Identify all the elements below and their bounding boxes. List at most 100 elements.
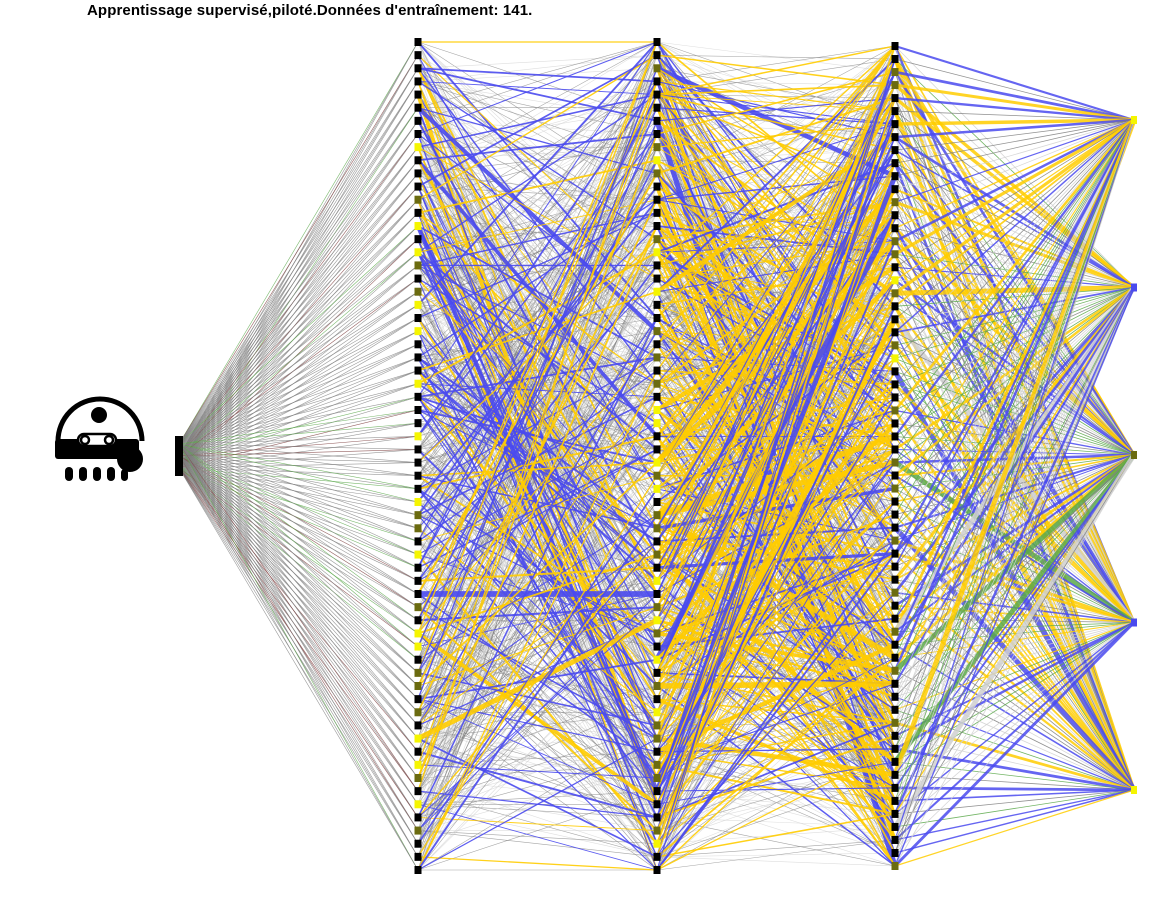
hidden-neuron <box>891 835 899 844</box>
connection-edge <box>894 454 1135 789</box>
connection-edge <box>656 45 896 96</box>
connection-edge <box>894 175 1135 288</box>
hidden-neuron <box>653 458 661 467</box>
connection-edge <box>894 119 1135 841</box>
connection-edge <box>178 455 419 660</box>
connection-edge <box>656 71 896 476</box>
connection-edge <box>178 443 419 450</box>
hidden-neuron <box>891 380 899 389</box>
connection-edge <box>178 225 419 445</box>
hidden-neuron <box>891 237 899 246</box>
connection-edge <box>417 475 658 858</box>
hidden-neuron <box>414 261 422 270</box>
hidden-neuron <box>414 64 422 73</box>
connection-edge <box>178 455 419 766</box>
connection-edge <box>894 287 1135 346</box>
connection-edge <box>894 371 1135 623</box>
connection-edge <box>656 449 896 858</box>
connection-edge <box>178 455 419 739</box>
connection-edge <box>178 455 419 516</box>
connection-edge <box>894 119 1135 216</box>
hidden-neuron <box>414 274 422 283</box>
connection-edge <box>656 839 896 858</box>
hidden-neuron <box>891 666 899 675</box>
connection-edge <box>417 554 658 726</box>
connection-edge <box>178 146 419 457</box>
hidden-neuron <box>891 107 899 116</box>
connection-edge <box>894 188 1135 289</box>
connection-edge <box>894 200 1135 289</box>
connection-edge <box>656 97 896 122</box>
hidden-neuron <box>653 445 661 454</box>
hidden-neuron <box>891 497 899 506</box>
hidden-neuron <box>891 250 899 259</box>
hidden-neuron <box>891 146 899 155</box>
output-neuron <box>1131 116 1137 124</box>
connection-edge <box>178 41 419 445</box>
connection-edge <box>894 631 1135 791</box>
connection-edge <box>178 317 419 457</box>
connection-edge <box>178 455 419 503</box>
hidden-neuron <box>891 42 899 50</box>
connection-edge <box>417 120 658 674</box>
connection-edge <box>417 317 658 818</box>
hidden-neuron <box>891 601 899 610</box>
hidden-neuron <box>891 770 899 779</box>
hidden-neuron <box>891 627 899 636</box>
hidden-neuron <box>414 511 422 520</box>
hidden-neuron <box>891 822 899 831</box>
connection-edge <box>656 356 896 372</box>
connection-edge <box>894 119 1135 606</box>
hidden-neuron <box>414 235 422 244</box>
connection-edge <box>417 737 658 858</box>
hidden-neuron <box>414 550 422 559</box>
connection-edge <box>178 278 419 445</box>
connection-edge <box>894 709 1135 791</box>
connection-edge <box>178 455 419 687</box>
hidden-neuron <box>891 328 899 337</box>
connection-edge <box>656 110 896 858</box>
connection-edge <box>178 443 419 752</box>
hidden-neuron <box>653 300 661 309</box>
hidden-neuron <box>891 263 899 272</box>
connection-edge <box>894 118 1135 126</box>
hidden-neuron <box>891 172 899 181</box>
connection-edge <box>656 735 896 871</box>
connection-edge <box>417 278 658 529</box>
connection-edge <box>178 443 419 503</box>
hidden-neuron <box>653 484 661 493</box>
connection-edge <box>417 41 658 174</box>
hidden-neuron <box>414 116 422 125</box>
hidden-neuron <box>414 156 422 165</box>
connection-edge <box>894 201 1135 456</box>
connection-edge <box>894 149 1135 456</box>
connection-edge <box>894 423 1135 623</box>
connection-edge <box>656 45 896 739</box>
connection-edge <box>894 119 1135 710</box>
connection-edge <box>417 81 658 227</box>
connection-edge <box>894 621 1135 737</box>
connection-edge <box>656 501 896 844</box>
hidden-neuron <box>653 682 661 690</box>
connection-edge <box>656 107 896 125</box>
connection-edge <box>894 539 1135 624</box>
connection-edge <box>417 738 658 871</box>
hidden-neuron <box>653 826 661 835</box>
hidden-neuron <box>414 327 422 336</box>
connection-edge <box>178 422 419 457</box>
connection-edge <box>178 278 419 457</box>
connection-edge <box>417 540 658 713</box>
connection-edge <box>894 287 1135 828</box>
connection-edge <box>178 146 419 445</box>
hidden-neuron <box>414 747 422 756</box>
hidden-neuron <box>414 90 422 99</box>
connection-edge <box>894 119 1135 308</box>
hidden-neuron <box>414 852 422 861</box>
hidden-neuron <box>891 224 899 233</box>
hidden-neuron <box>414 353 422 362</box>
connection-edge <box>894 789 1135 815</box>
connection-edge <box>417 225 658 359</box>
connection-edge <box>894 789 1135 867</box>
connection-edge <box>656 110 896 595</box>
